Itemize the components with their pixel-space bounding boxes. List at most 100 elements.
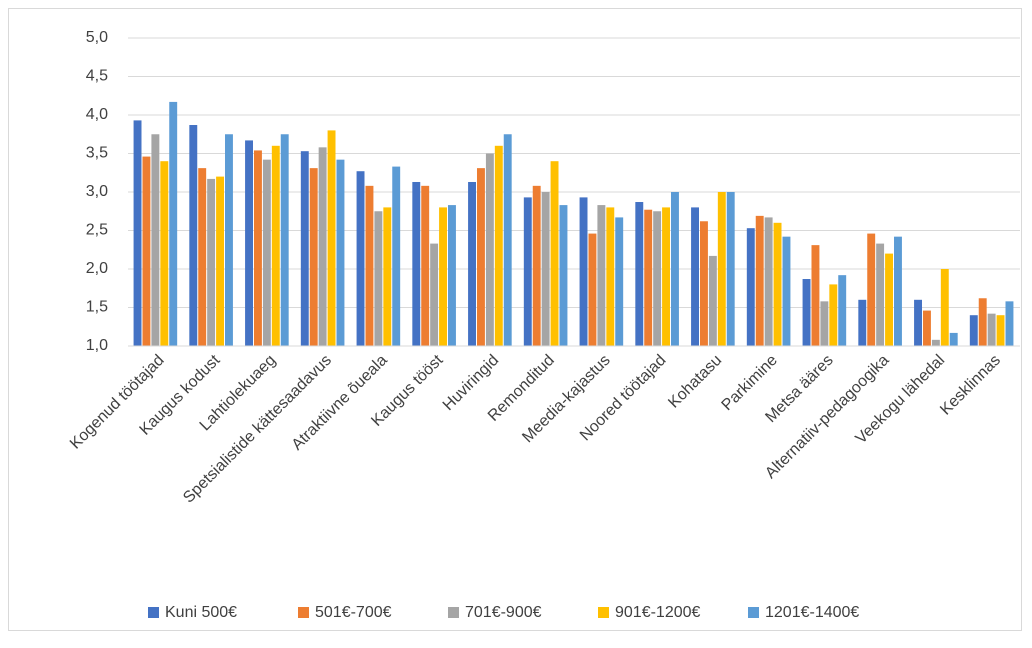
bar (949, 332, 958, 346)
y-tick-label: 1,0 (86, 337, 108, 354)
bar (412, 181, 421, 346)
legend-swatch (148, 607, 159, 618)
y-tick-label: 3,5 (86, 145, 108, 162)
legend-label: 701€-900€ (465, 604, 542, 621)
bar (392, 166, 401, 346)
bar (755, 215, 764, 346)
legend-label: 1201€-1400€ (765, 604, 859, 621)
bar (811, 245, 820, 346)
bar (225, 134, 233, 346)
bar (829, 284, 838, 346)
bar (476, 168, 485, 346)
bar (318, 147, 327, 346)
bar (885, 253, 894, 346)
bar (559, 205, 568, 346)
legend-swatch (598, 607, 609, 618)
bar (253, 150, 262, 346)
bar (280, 134, 289, 346)
bar (931, 339, 940, 346)
bar (262, 159, 271, 346)
bar (635, 202, 644, 346)
legend-label: 501€-700€ (315, 604, 392, 621)
bar (160, 161, 169, 346)
bar (151, 134, 160, 346)
bar (773, 222, 782, 346)
bar (523, 197, 532, 346)
bar (365, 185, 374, 346)
bar (922, 310, 931, 346)
bar (644, 209, 653, 346)
bar (867, 233, 876, 346)
bar (615, 217, 624, 346)
chart-border (8, 8, 1022, 631)
bar (439, 207, 448, 346)
bar (421, 185, 430, 346)
bar (374, 211, 383, 346)
bar (726, 192, 735, 346)
bar (978, 298, 987, 346)
bar (653, 211, 662, 346)
bar (996, 315, 1005, 346)
bar (142, 156, 151, 346)
bar (597, 205, 606, 346)
legend-label: Kuni 500€ (165, 604, 237, 621)
bar (746, 228, 755, 346)
bar (708, 255, 717, 346)
bar (969, 315, 978, 346)
bar (699, 221, 708, 346)
bar (662, 207, 671, 346)
bar (494, 145, 503, 346)
bar (336, 159, 345, 346)
y-tick-label: 4,0 (86, 106, 108, 123)
bar (448, 205, 456, 346)
y-tick-label: 1,5 (86, 299, 108, 316)
bar (327, 130, 336, 346)
legend-swatch (298, 607, 309, 618)
bar (198, 168, 207, 346)
legend-label: 901€-1200€ (615, 604, 701, 621)
bar (300, 151, 309, 346)
bar (914, 299, 922, 346)
bar (782, 236, 791, 346)
bar (532, 185, 541, 346)
bar (485, 153, 494, 346)
bar (838, 275, 847, 346)
bar (1005, 301, 1014, 346)
bar (579, 197, 588, 346)
bar (606, 207, 615, 346)
bar (717, 192, 726, 346)
y-tick-label: 4,5 (86, 68, 108, 85)
y-tick-label: 3,0 (86, 183, 108, 200)
bar (271, 145, 280, 346)
bar (430, 243, 439, 346)
bar (468, 181, 476, 346)
bar (189, 125, 198, 346)
legend-swatch (448, 607, 459, 618)
y-tick-label: 2,0 (86, 260, 108, 277)
bar (858, 299, 867, 346)
bar (764, 217, 773, 346)
bar (588, 233, 597, 346)
bar (550, 161, 559, 346)
bar (691, 207, 699, 346)
bar (940, 269, 949, 346)
bar (876, 243, 885, 346)
bar (133, 120, 142, 346)
bar (207, 178, 216, 346)
bar (894, 236, 902, 346)
bar (541, 192, 550, 346)
y-tick-label: 5,0 (86, 29, 108, 46)
bar (216, 176, 225, 346)
bar (245, 140, 253, 346)
bar (383, 207, 392, 346)
legend-swatch (748, 607, 759, 618)
bar (309, 168, 318, 346)
bar (671, 192, 679, 346)
bar (503, 134, 512, 346)
y-tick-label: 2,5 (86, 222, 108, 239)
bar (356, 171, 365, 346)
bar (169, 101, 178, 346)
bar (820, 301, 829, 346)
bar (802, 279, 811, 346)
